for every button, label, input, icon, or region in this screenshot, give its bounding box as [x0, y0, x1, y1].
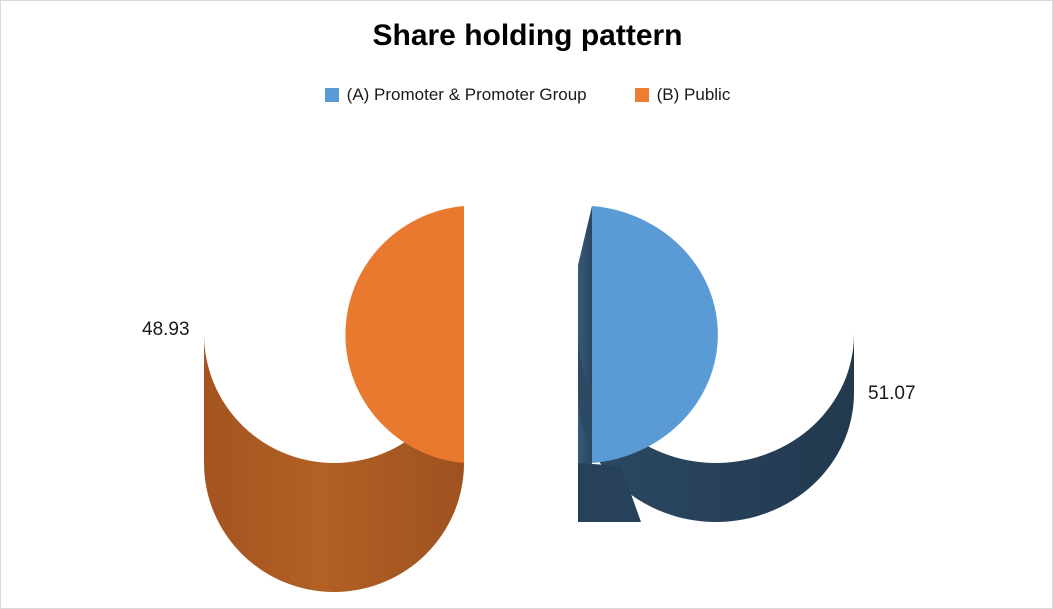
- pie-slice-promoter-wall-foot: [578, 463, 641, 522]
- page-title: Share holding pattern: [372, 19, 683, 52]
- data-label-promoter: 51.07: [868, 383, 916, 404]
- legend-swatch-orange-icon: [634, 87, 649, 102]
- pie-slice-public-top: [345, 206, 464, 463]
- legend-label-public: (B) Public: [656, 85, 731, 104]
- chart-legend: (A) Promoter & Promoter Group (B) Public: [1, 85, 1052, 104]
- pie-slice-promoter-top: [592, 206, 718, 463]
- legend-swatch-blue-icon: [324, 87, 339, 102]
- pie-slice-promoter[interactable]: [578, 206, 854, 522]
- legend-label-promoter: (A) Promoter & Promoter Group: [346, 85, 587, 104]
- pie-slice-public-side-wall: [204, 334, 464, 592]
- data-label-public: 48.93: [142, 319, 190, 340]
- pie-slice-promoter-side-wall: [578, 334, 854, 522]
- legend-item-promoter[interactable]: (A) Promoter & Promoter Group: [324, 85, 587, 104]
- legend-item-public[interactable]: (B) Public: [634, 85, 731, 104]
- pie-slice-public[interactable]: [204, 206, 464, 592]
- pie-slice-promoter-cut-face: [578, 206, 592, 522]
